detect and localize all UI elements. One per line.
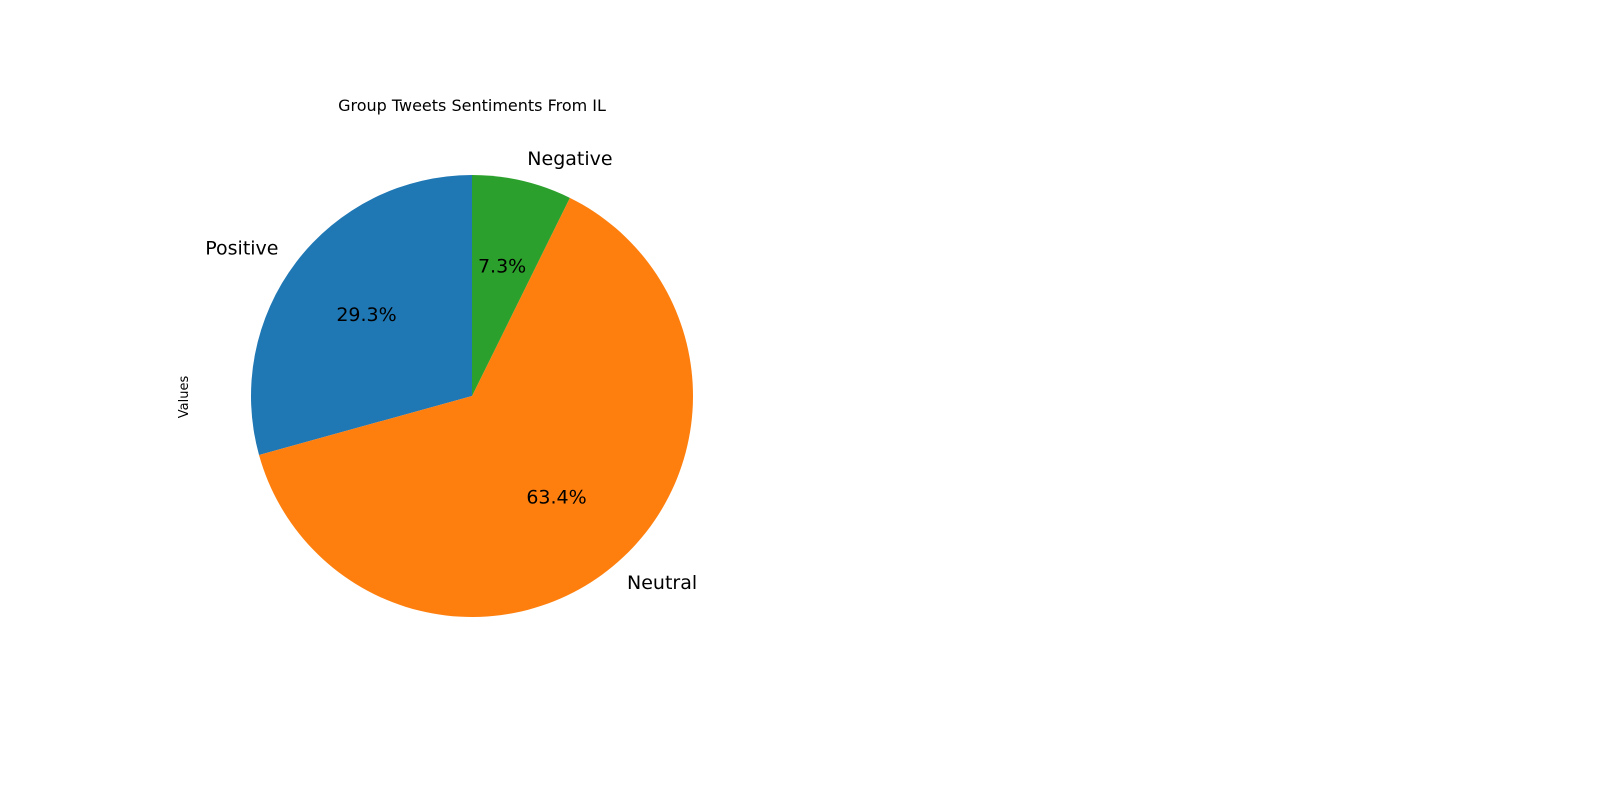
pie-labels: Positive 29.3% Neutral 63.4% Negative 7.3%	[205, 148, 697, 594]
pie-percent-positive: 29.3%	[336, 304, 396, 326]
pie-label-neutral: Neutral	[627, 572, 697, 594]
pie-label-negative: Negative	[527, 148, 612, 170]
y-axis-label: Values	[177, 376, 192, 419]
pie-percent-negative: 7.3%	[478, 255, 526, 277]
chart-title: Group Tweets Sentiments From IL	[338, 96, 606, 115]
pie-label-positive: Positive	[205, 237, 278, 259]
pie-slices	[251, 174, 694, 617]
pie-slice-positive	[251, 175, 472, 455]
pie-slice-neutral	[259, 197, 694, 617]
pie-slice-negative	[472, 174, 570, 396]
pie-percent-neutral: 63.4%	[526, 487, 586, 509]
